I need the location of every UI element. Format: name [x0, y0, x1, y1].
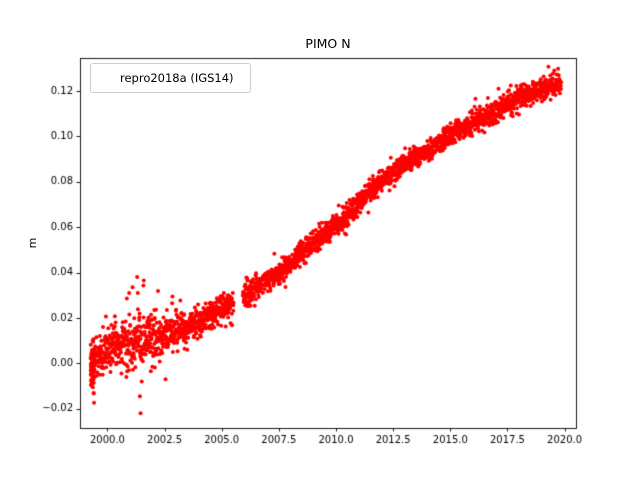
legend-label: repro2018a (IGS14) [120, 71, 234, 85]
legend-marker-dot-icon [103, 75, 110, 82]
legend: repro2018a (IGS14) [90, 63, 251, 93]
